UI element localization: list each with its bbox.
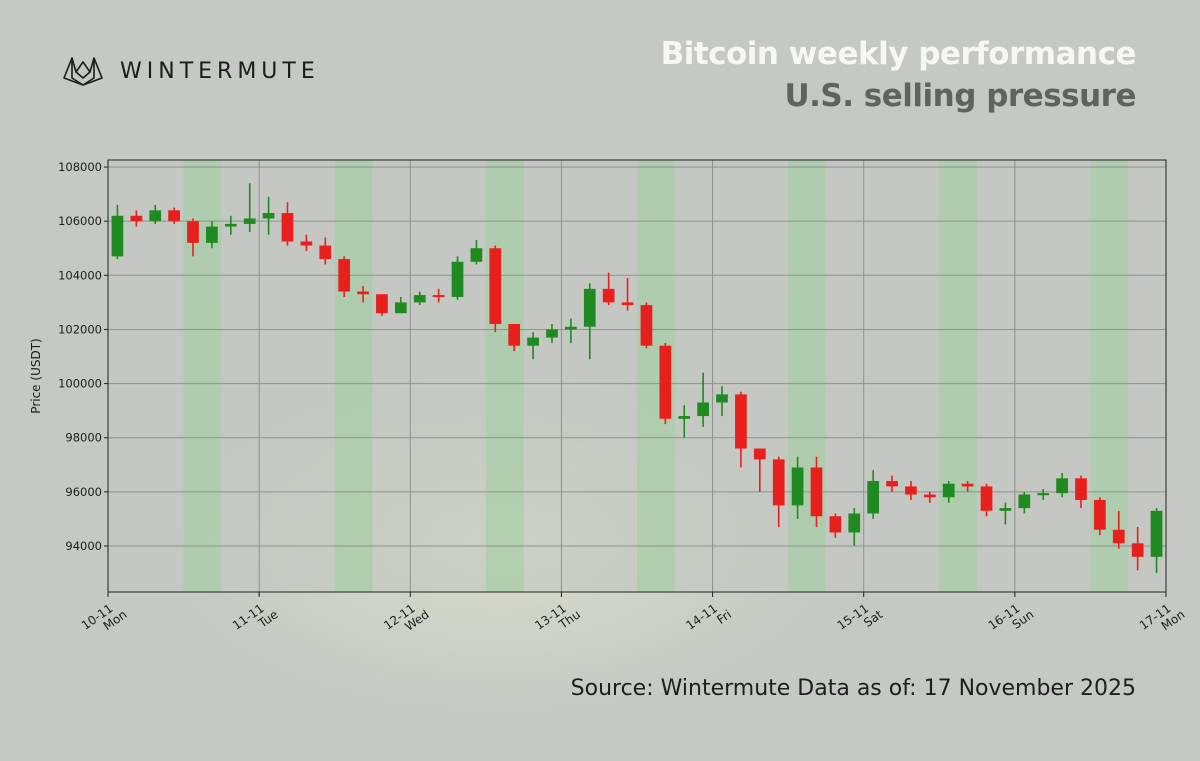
candle-body-up	[1056, 478, 1068, 494]
us-session-band	[788, 160, 826, 592]
candle-body-down	[338, 259, 351, 292]
candle-body-down	[489, 248, 502, 325]
candle-body-up	[1037, 493, 1050, 496]
candle-body-up	[451, 261, 464, 297]
candle-body-up	[848, 513, 861, 533]
candle-body-down	[980, 486, 993, 511]
y-tick-label: 108000	[58, 160, 102, 174]
x-tick-day: Fri	[714, 607, 734, 627]
y-tick-label: 106000	[58, 214, 102, 228]
candle-body-up	[697, 402, 709, 417]
chart-subtitle: U.S. selling pressure	[784, 78, 1136, 114]
candle-body-up	[716, 394, 728, 403]
candle-body-down	[432, 295, 445, 298]
candle-body-down	[659, 345, 672, 419]
candle-body-down	[905, 486, 917, 495]
x-tick-label: 14-11Fri	[683, 597, 734, 644]
candle-body-down	[508, 324, 521, 346]
candle-body-down	[810, 467, 823, 517]
candle-body-up	[999, 508, 1012, 511]
candle-body-down	[1075, 478, 1087, 500]
candle-body-up	[243, 218, 256, 224]
candle-body-up	[224, 223, 237, 227]
candle-body-up	[262, 213, 275, 219]
source-note: Source: Wintermute Data as of: 17 Novemb…	[570, 676, 1136, 701]
brand-name: WINTERMUTE	[120, 58, 320, 84]
candle-body-up	[413, 295, 426, 303]
candle-body-down	[1131, 543, 1144, 557]
candle-body-down	[319, 245, 332, 260]
candle-body-up	[791, 467, 804, 506]
candle-body-up	[678, 416, 691, 419]
candle-body-up	[942, 483, 955, 498]
candle-body-up	[583, 288, 596, 327]
candle-body-up	[1150, 510, 1163, 557]
candle-body-down	[640, 305, 653, 346]
y-tick-label: 94000	[65, 539, 102, 553]
y-tick-label: 98000	[65, 431, 102, 445]
candle-body-down	[376, 294, 388, 314]
us-session-band	[939, 160, 978, 592]
candle-body-down	[1094, 499, 1106, 530]
candle-body-down	[735, 394, 747, 449]
candle-body-up	[394, 302, 407, 314]
x-tick-label: 12-11Wed	[381, 597, 432, 644]
us-session-band	[334, 160, 373, 592]
candle-body-down	[187, 221, 199, 243]
candle-body-up	[206, 226, 218, 243]
y-tick-label: 104000	[58, 268, 102, 282]
candle-body-down	[1112, 529, 1125, 544]
us-session-band	[485, 160, 524, 592]
x-tick-label: 11-11Tue	[230, 597, 281, 644]
candle-body-up	[149, 210, 162, 222]
candle-body-down	[168, 210, 180, 222]
y-tick-label: 96000	[65, 485, 102, 499]
candle-body-down	[602, 288, 615, 303]
y-tick-label: 100000	[58, 377, 102, 391]
candle-body-up	[546, 329, 558, 338]
candle-body-down	[281, 213, 294, 242]
candle-body-up	[565, 326, 577, 330]
y-tick-label: 102000	[58, 322, 102, 336]
candle-body-down	[130, 215, 143, 222]
x-tick-label: 10-11Mon	[79, 597, 130, 644]
candle-body-down	[300, 241, 313, 246]
x-tick-label: 17-11Mon	[1137, 597, 1188, 644]
candle-body-down	[961, 483, 974, 487]
candle-body-up	[1018, 494, 1031, 509]
candle-body-down	[753, 448, 766, 460]
plot-frame	[107, 159, 1167, 593]
brand-logo: WINTERMUTE	[62, 56, 320, 86]
x-tick-label: 13-11Thu	[532, 597, 583, 644]
x-tick-label: 15-11Sat	[835, 596, 886, 643]
y-axis-label: Price (USDT)	[29, 338, 43, 413]
candle-body-down	[829, 516, 842, 533]
candle-body-up	[527, 337, 539, 346]
chart-title: Bitcoin weekly performance	[660, 36, 1137, 72]
candle-body-down	[772, 459, 785, 506]
candle-body-down	[621, 302, 634, 306]
title-block: Bitcoin weekly performance U.S. selling …	[660, 36, 1137, 114]
candle-body-up	[470, 248, 483, 262]
x-tick-label: 16-11Sun	[986, 597, 1037, 644]
candle-body-up	[111, 215, 124, 257]
candle-body-down	[357, 291, 369, 295]
candle-body-down	[886, 481, 898, 487]
candle-body-up	[867, 481, 880, 514]
candle-body-down	[923, 494, 936, 498]
wintermute-wolf-icon	[63, 57, 103, 86]
